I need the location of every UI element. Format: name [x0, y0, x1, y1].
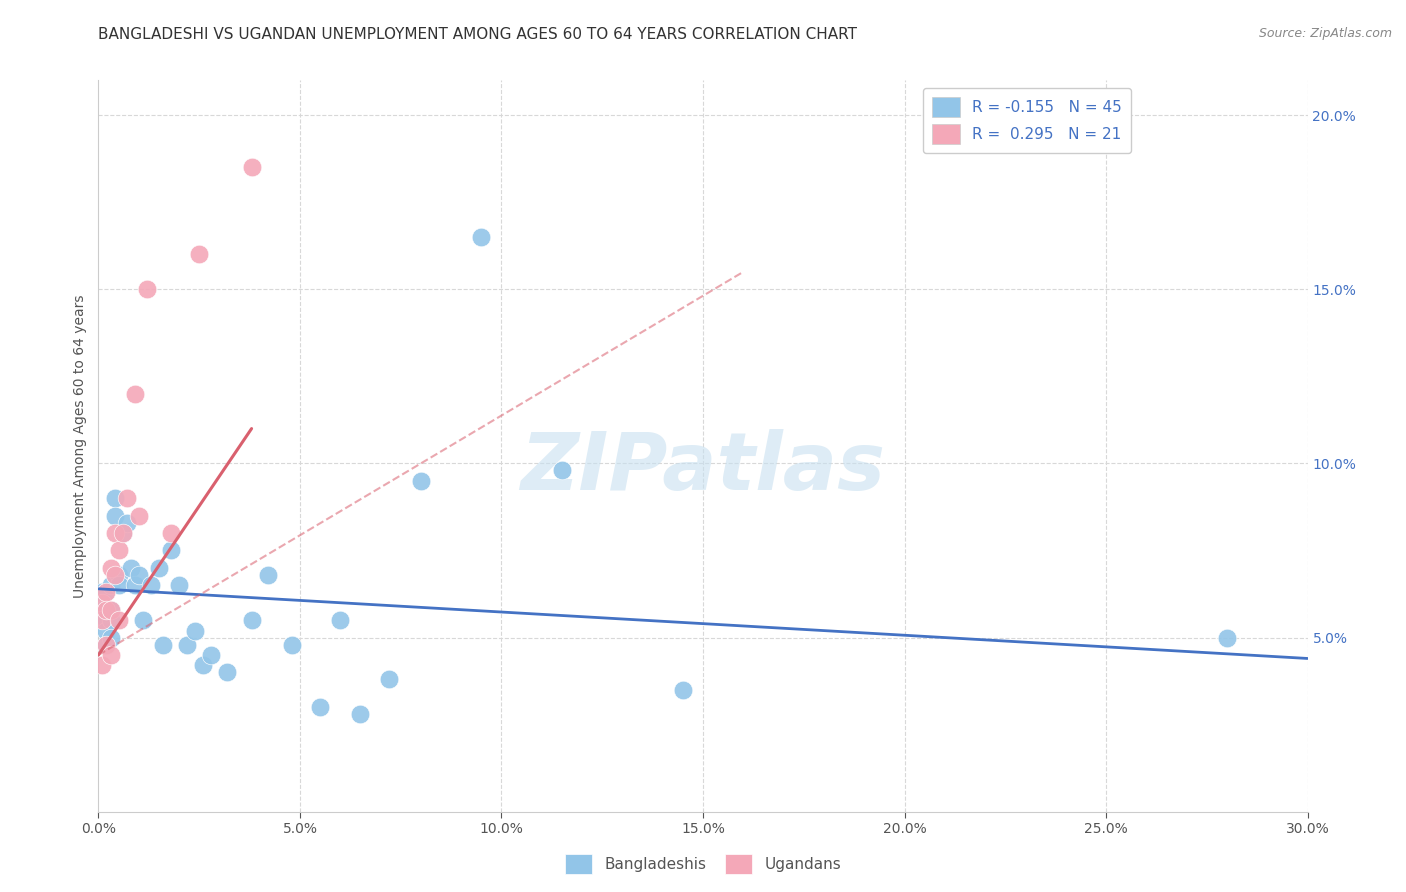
- Point: [672, 682, 695, 697]
- Point: [96, 624, 118, 638]
- Point: [176, 638, 198, 652]
- Point: [193, 658, 215, 673]
- Point: [107, 543, 129, 558]
- Point: [107, 578, 129, 592]
- Point: [200, 648, 222, 662]
- Point: [96, 638, 118, 652]
- Point: [349, 707, 371, 722]
- Point: [111, 526, 134, 541]
- Point: [91, 658, 114, 673]
- Point: [96, 585, 118, 599]
- Point: [217, 665, 239, 680]
- Point: [91, 585, 114, 599]
- Point: [96, 585, 118, 599]
- Point: [160, 543, 183, 558]
- Point: [1216, 631, 1239, 645]
- Point: [329, 613, 352, 627]
- Point: [132, 613, 155, 627]
- Point: [100, 603, 122, 617]
- Point: [135, 282, 157, 296]
- Point: [103, 526, 125, 541]
- Point: [148, 561, 170, 575]
- Point: [115, 516, 138, 530]
- Point: [96, 603, 118, 617]
- Point: [96, 603, 118, 617]
- Point: [470, 230, 492, 244]
- Point: [103, 491, 125, 506]
- Point: [128, 567, 150, 582]
- Y-axis label: Unemployment Among Ages 60 to 64 years: Unemployment Among Ages 60 to 64 years: [73, 294, 87, 598]
- Point: [128, 508, 150, 523]
- Point: [240, 161, 263, 175]
- Point: [240, 613, 263, 627]
- Point: [91, 596, 114, 610]
- Text: ZIPatlas: ZIPatlas: [520, 429, 886, 507]
- Point: [91, 603, 114, 617]
- Point: [103, 567, 125, 582]
- Point: [107, 567, 129, 582]
- Point: [124, 578, 146, 592]
- Point: [100, 603, 122, 617]
- Point: [115, 491, 138, 506]
- Point: [91, 613, 114, 627]
- Point: [111, 526, 134, 541]
- Point: [167, 578, 190, 592]
- Point: [160, 526, 183, 541]
- Legend: R = -0.155   N = 45, R =  0.295   N = 21: R = -0.155 N = 45, R = 0.295 N = 21: [922, 88, 1130, 153]
- Point: [91, 596, 114, 610]
- Point: [91, 613, 114, 627]
- Point: [184, 624, 207, 638]
- Point: [281, 638, 304, 652]
- Text: Source: ZipAtlas.com: Source: ZipAtlas.com: [1258, 27, 1392, 40]
- Point: [96, 638, 118, 652]
- Point: [139, 578, 162, 592]
- Point: [409, 474, 432, 488]
- Point: [100, 578, 122, 592]
- Text: BANGLADESHI VS UGANDAN UNEMPLOYMENT AMONG AGES 60 TO 64 YEARS CORRELATION CHART: BANGLADESHI VS UGANDAN UNEMPLOYMENT AMON…: [98, 27, 858, 42]
- Point: [188, 247, 211, 261]
- Point: [96, 613, 118, 627]
- Point: [100, 613, 122, 627]
- Point: [377, 673, 399, 687]
- Point: [120, 561, 142, 575]
- Point: [100, 631, 122, 645]
- Point: [256, 567, 278, 582]
- Point: [124, 386, 146, 401]
- Point: [107, 613, 129, 627]
- Point: [100, 648, 122, 662]
- Point: [152, 638, 174, 652]
- Legend: Bangladeshis, Ugandans: Bangladeshis, Ugandans: [558, 848, 848, 880]
- Point: [103, 508, 125, 523]
- Point: [309, 700, 332, 714]
- Point: [100, 561, 122, 575]
- Point: [551, 463, 574, 477]
